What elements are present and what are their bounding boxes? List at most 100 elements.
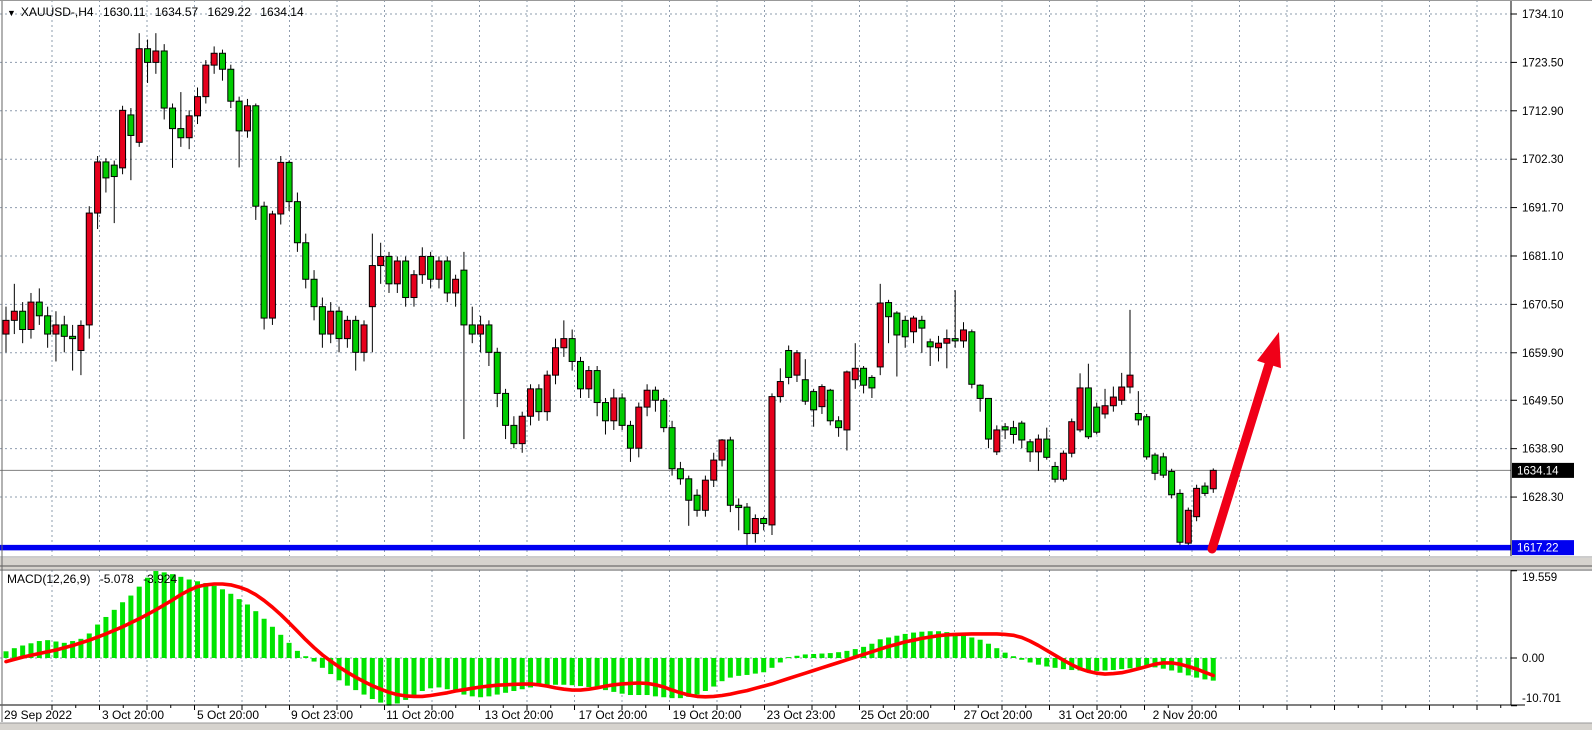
macd-histogram-bar bbox=[261, 618, 267, 658]
time-axis-label[interactable]: 9 Oct 23:00 bbox=[291, 708, 353, 722]
symbol-timeframe-label: XAUUSD-,H4 bbox=[20, 5, 94, 19]
macd-histogram-bar bbox=[977, 639, 983, 658]
macd-histogram-bar bbox=[960, 635, 966, 658]
macd-histogram-bar bbox=[170, 574, 176, 658]
macd-histogram-bar bbox=[503, 658, 509, 693]
trend-arrow-shaft bbox=[1207, 355, 1275, 554]
price-axis-label[interactable]: 1659.90 bbox=[1522, 348, 1564, 360]
price-axis-label[interactable]: 1638.90 bbox=[1522, 444, 1564, 456]
macd-histogram-bar bbox=[602, 658, 608, 691]
macd-axis-label[interactable]: -10.701 bbox=[1522, 693, 1561, 705]
macd-histogram-bar bbox=[253, 611, 259, 658]
candlestick bbox=[693, 494, 701, 511]
price-axis-label[interactable]: 1734.10 bbox=[1522, 9, 1564, 21]
candlestick bbox=[443, 260, 451, 294]
macd-histogram-bar bbox=[528, 658, 534, 688]
candlestick bbox=[477, 324, 485, 335]
candlestick bbox=[227, 68, 235, 102]
candlestick bbox=[651, 389, 659, 401]
time-axis-label[interactable]: 3 Oct 20:00 bbox=[102, 708, 164, 722]
time-axis-label[interactable]: 11 Oct 20:00 bbox=[386, 708, 454, 722]
candlestick bbox=[885, 302, 893, 318]
candlestick bbox=[793, 352, 801, 376]
time-axis-label[interactable]: 5 Oct 20:00 bbox=[197, 708, 259, 722]
macd-histogram-bar bbox=[1210, 658, 1216, 681]
macd-histogram-bar bbox=[1127, 658, 1133, 669]
time-axis-label[interactable]: 25 Oct 20:00 bbox=[861, 708, 930, 722]
candlestick bbox=[1043, 438, 1051, 458]
macd-histogram-bar bbox=[211, 585, 217, 658]
time-axis-label[interactable]: 2 Nov 20:00 bbox=[1153, 708, 1218, 722]
macd-histogram-bar bbox=[1085, 658, 1091, 671]
candlestick bbox=[943, 338, 951, 344]
macd-histogram-bar bbox=[28, 643, 34, 658]
macd-histogram-bar bbox=[1144, 658, 1150, 667]
macd-histogram-bar bbox=[103, 616, 109, 658]
time-axis-label[interactable]: 31 Oct 20:00 bbox=[1059, 708, 1128, 722]
price-axis-label[interactable]: 1628.30 bbox=[1522, 492, 1564, 504]
macd-histogram-bar bbox=[952, 633, 958, 658]
candlestick bbox=[535, 388, 543, 413]
candlestick bbox=[44, 315, 52, 335]
candlestick bbox=[69, 335, 77, 340]
candlestick bbox=[743, 506, 751, 535]
candlestick bbox=[327, 310, 335, 335]
macd-axis-label[interactable]: 19.559 bbox=[1522, 572, 1557, 584]
candlestick bbox=[1076, 387, 1084, 431]
candlestick bbox=[735, 504, 743, 509]
macd-histogram-bar bbox=[811, 653, 817, 658]
macd-histogram-bar bbox=[1060, 658, 1066, 670]
candlestick bbox=[1168, 470, 1176, 496]
price-axis-label[interactable]: 1670.50 bbox=[1522, 299, 1564, 311]
candlestick bbox=[102, 161, 110, 179]
support-price-box bbox=[1512, 540, 1574, 556]
candlestick bbox=[701, 479, 709, 511]
candlestick bbox=[27, 301, 35, 330]
macd-histogram-bar bbox=[403, 658, 409, 700]
macd-histogram-bar bbox=[852, 649, 858, 658]
candlestick bbox=[135, 48, 143, 143]
macd-histogram-bar bbox=[1019, 658, 1025, 660]
price-axis-label[interactable]: 1723.50 bbox=[1522, 57, 1564, 69]
time-axis-label[interactable]: 17 Oct 20:00 bbox=[579, 708, 648, 722]
price-axis-label[interactable]: 1712.90 bbox=[1522, 106, 1564, 118]
macd-histogram-bar bbox=[294, 650, 300, 658]
macd-histogram-bar bbox=[36, 641, 42, 658]
macd-histogram-bar bbox=[1094, 658, 1100, 671]
time-axis-label[interactable]: 23 Oct 23:00 bbox=[767, 708, 836, 722]
macd-histogram-bar bbox=[1044, 658, 1050, 667]
symbol-dropdown-icon[interactable]: ▼ bbox=[7, 8, 16, 18]
macd-axis-label[interactable]: 0.00 bbox=[1522, 653, 1544, 665]
macd-histogram-bar bbox=[627, 658, 633, 696]
macd-histogram-bar bbox=[819, 653, 825, 658]
time-axis-label[interactable]: 27 Oct 20:00 bbox=[964, 708, 1033, 722]
price-axis-label[interactable]: 1649.50 bbox=[1522, 395, 1564, 407]
price-axis-label[interactable]: 1691.70 bbox=[1522, 203, 1564, 215]
macd-histogram-bar bbox=[902, 633, 908, 658]
time-axis-label[interactable]: 19 Oct 20:00 bbox=[673, 708, 742, 722]
candlestick bbox=[835, 420, 843, 429]
macd-histogram-bar bbox=[702, 658, 708, 692]
candlestick bbox=[318, 306, 326, 335]
candlestick bbox=[893, 312, 901, 336]
price-axis-label[interactable]: 1702.30 bbox=[1522, 154, 1564, 166]
candlestick bbox=[918, 319, 926, 329]
candlestick bbox=[1201, 485, 1209, 494]
candlestick bbox=[635, 406, 643, 449]
macd-histogram-bar bbox=[1052, 658, 1058, 668]
macd-histogram-bar bbox=[361, 658, 367, 695]
time-axis-label[interactable]: 13 Oct 20:00 bbox=[485, 708, 554, 722]
macd-histogram-bar bbox=[111, 609, 117, 658]
candlestick bbox=[776, 381, 784, 398]
candlestick bbox=[818, 386, 826, 408]
macd-histogram-bar bbox=[311, 658, 317, 662]
time-axis-label[interactable]: 29 Sep 2022 bbox=[4, 708, 72, 722]
candlestick bbox=[235, 100, 243, 132]
price-axis-label[interactable]: 1681.10 bbox=[1522, 251, 1564, 263]
candlestick bbox=[810, 391, 818, 411]
candlestick bbox=[1209, 469, 1217, 490]
candlestick bbox=[169, 107, 177, 130]
panel-splitter[interactable] bbox=[0, 558, 1592, 569]
macd-histogram-bar bbox=[969, 637, 975, 658]
